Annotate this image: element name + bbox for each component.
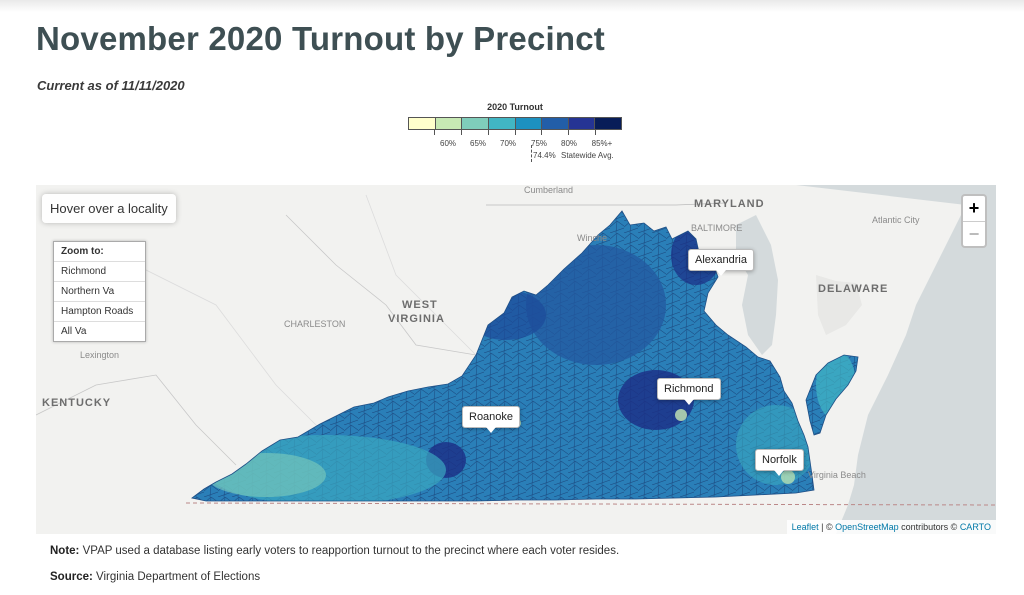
label-west-virginia-line2: VIRGINIA — [388, 313, 445, 325]
carto-link[interactable]: CARTO — [959, 522, 991, 532]
tooltip-richmond: Richmond — [657, 378, 721, 405]
zoom-to-northern-va[interactable]: Northern Va — [54, 282, 145, 302]
legend-color-scale — [408, 117, 622, 130]
statewide-average-marker — [531, 145, 532, 162]
map-attribution: Leaflet | © OpenStreetMap contributors ©… — [786, 520, 996, 534]
legend-tick-mark — [541, 130, 542, 135]
legend-title: 2020 Turnout — [487, 102, 543, 112]
legend-swatch-2 — [462, 118, 489, 129]
footnote-note: Note: VPAP used a database listing early… — [50, 545, 619, 557]
footnote-source: Source: Virginia Department of Elections — [50, 571, 260, 583]
zoom-out-button[interactable]: − — [968, 224, 980, 244]
zoom-to-hampton-roads[interactable]: Hampton Roads — [54, 302, 145, 322]
atlantic-ocean — [796, 185, 996, 534]
legend-tick-label: 65% — [469, 139, 487, 148]
legend-tick-mark — [488, 130, 489, 135]
page-title: November 2020 Turnout by Precinct — [36, 20, 605, 57]
tooltip-roanoke: Roanoke — [462, 406, 521, 433]
precinct-light-spot[interactable] — [675, 409, 687, 421]
attribution-contributors: contributors © — [898, 522, 960, 532]
label-maryland: MARYLAND — [694, 198, 765, 210]
label-kentucky: KENTUCKY — [42, 397, 112, 409]
legend-tick-label: 75% — [530, 139, 548, 148]
note-text: VPAP used a database listing early voter… — [79, 545, 620, 557]
legend-tick-label: 85%+ — [591, 139, 613, 148]
delaware-peninsula — [816, 275, 862, 335]
legend-tick-label: 80% — [560, 139, 578, 148]
label-lexington: Lexington — [80, 350, 120, 360]
wv-border — [285, 214, 477, 356]
label-baltimore: BALTIMORE — [691, 223, 743, 233]
zoom-to-panel: Zoom to: Richmond Northern Va Hampton Ro… — [53, 241, 146, 342]
label-delaware: DELAWARE — [818, 283, 889, 295]
zoom-control: + − — [961, 194, 987, 248]
zoom-to-all-va[interactable]: All Va — [61, 326, 87, 337]
nc-border — [185, 502, 996, 506]
label-charleston: CHARLESTON — [284, 319, 346, 329]
label-virginia-beach: Virginia Beach — [808, 470, 866, 480]
source-text: Virginia Department of Elections — [92, 571, 261, 583]
legend-tick-mark — [461, 130, 462, 135]
legend-tick-mark — [515, 130, 516, 135]
legend-swatch-1 — [435, 118, 463, 129]
note-label: Note: — [50, 545, 80, 557]
legend-tick-mark — [595, 130, 596, 135]
md-border — [486, 202, 727, 206]
top-shadow-bar — [0, 0, 1024, 12]
road — [95, 244, 337, 446]
legend-swatch-3 — [488, 118, 516, 129]
tooltip-alexandria: Alexandria — [688, 249, 754, 276]
legend-tick-mark — [434, 130, 435, 135]
label-atlantic-city: Atlantic City — [872, 215, 920, 225]
zoom-to-header: Zoom to: — [54, 242, 145, 262]
legend-swatch-4 — [515, 118, 543, 129]
legend-swatch-5 — [542, 118, 569, 129]
page-subtitle: Current as of 11/11/2020 — [37, 78, 185, 93]
label-winchester: Winche — [577, 233, 608, 243]
map-canvas[interactable] — [36, 185, 996, 534]
legend-swatch-6 — [568, 118, 596, 129]
attribution-separator: | © — [818, 522, 836, 532]
precinct-light-spot[interactable] — [781, 470, 795, 484]
tooltip-norfolk: Norfolk — [755, 449, 804, 476]
hover-info-box: Hover over a locality — [42, 194, 176, 223]
turnout-map[interactable]: MARYLAND Cumberland BALTIMORE Winche Atl… — [36, 185, 996, 534]
statewide-average-value: 74.4% — [533, 151, 556, 160]
zoom-to-richmond[interactable]: Richmond — [54, 262, 145, 282]
legend-swatch-7 — [595, 118, 621, 129]
ky-border — [36, 374, 237, 466]
zoom-in-button[interactable]: + — [963, 196, 985, 222]
legend-swatch-0 — [409, 118, 436, 129]
legend-tick-label: 60% — [439, 139, 457, 148]
statewide-average-caption: Statewide Avg. — [561, 151, 614, 160]
precinct-cluster-piedmont[interactable] — [526, 245, 666, 365]
source-label: Source: — [50, 571, 93, 583]
label-cumberland: Cumberland — [524, 185, 574, 195]
turnout-legend: 2020 Turnout 60% 65% 70% 75% 80% 85%+ — [408, 102, 624, 166]
openstreetmap-link[interactable]: OpenStreetMap — [835, 522, 899, 532]
legend-tick-label: 70% — [499, 139, 517, 148]
leaflet-link[interactable]: Leaflet — [791, 522, 819, 532]
label-west-virginia-line1: WEST — [402, 299, 438, 311]
legend-tick-mark — [568, 130, 569, 135]
